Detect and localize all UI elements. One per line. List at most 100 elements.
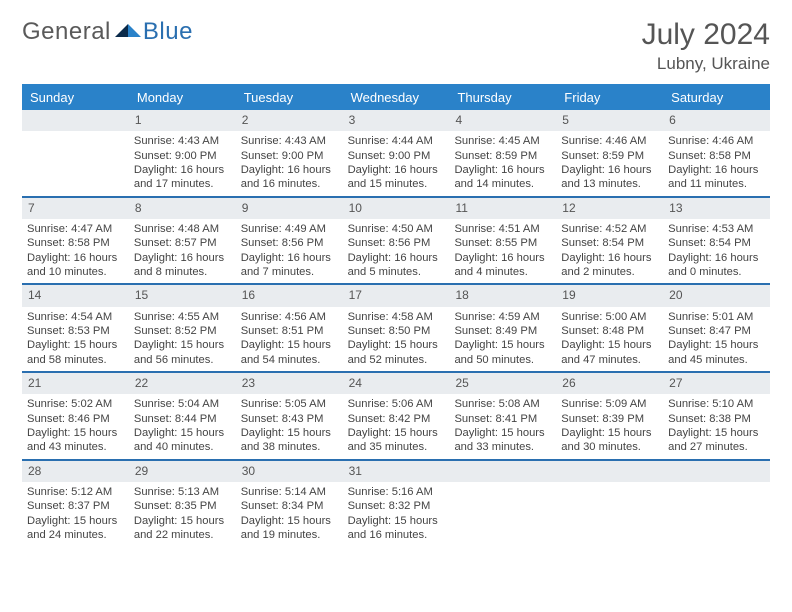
day-details: Sunrise: 5:01 AMSunset: 8:47 PMDaylight:…: [663, 307, 770, 371]
day-cell: 11Sunrise: 4:51 AMSunset: 8:55 PMDayligh…: [449, 198, 556, 284]
sunset-text: Sunset: 8:43 PM: [241, 412, 338, 426]
daylight-text: Daylight: 16 hours and 15 minutes.: [348, 163, 445, 192]
day-cell: [22, 110, 129, 196]
sunset-text: Sunset: 8:35 PM: [134, 499, 231, 513]
daylight-text: Daylight: 16 hours and 0 minutes.: [668, 251, 765, 280]
daylight-text: Daylight: 16 hours and 10 minutes.: [27, 251, 124, 280]
sunrise-text: Sunrise: 4:46 AM: [668, 134, 765, 148]
sunrise-text: Sunrise: 4:49 AM: [241, 222, 338, 236]
day-details: Sunrise: 4:43 AMSunset: 9:00 PMDaylight:…: [129, 131, 236, 195]
day-number: 1: [129, 110, 236, 131]
day-cell: 13Sunrise: 4:53 AMSunset: 8:54 PMDayligh…: [663, 198, 770, 284]
day-details: Sunrise: 4:53 AMSunset: 8:54 PMDaylight:…: [663, 219, 770, 283]
sunrise-text: Sunrise: 4:43 AM: [241, 134, 338, 148]
day-number: [556, 461, 663, 482]
header-right: July 2024 Lubny, Ukraine: [642, 18, 770, 74]
sunrise-text: Sunrise: 5:08 AM: [454, 397, 551, 411]
day-details: Sunrise: 5:14 AMSunset: 8:34 PMDaylight:…: [236, 482, 343, 546]
sunset-text: Sunset: 8:42 PM: [348, 412, 445, 426]
sunrise-text: Sunrise: 5:01 AM: [668, 310, 765, 324]
day-cell: 24Sunrise: 5:06 AMSunset: 8:42 PMDayligh…: [343, 373, 450, 459]
daylight-text: Daylight: 15 hours and 24 minutes.: [27, 514, 124, 543]
sunset-text: Sunset: 8:59 PM: [561, 149, 658, 163]
day-number: 30: [236, 461, 343, 482]
weekday-header-row: Sunday Monday Tuesday Wednesday Thursday…: [22, 84, 770, 110]
week-row: 1Sunrise: 4:43 AMSunset: 9:00 PMDaylight…: [22, 110, 770, 196]
day-cell: 3Sunrise: 4:44 AMSunset: 9:00 PMDaylight…: [343, 110, 450, 196]
day-details: [556, 482, 663, 489]
sunset-text: Sunset: 8:54 PM: [668, 236, 765, 250]
day-cell: 15Sunrise: 4:55 AMSunset: 8:52 PMDayligh…: [129, 285, 236, 371]
sunset-text: Sunset: 8:52 PM: [134, 324, 231, 338]
day-details: Sunrise: 4:54 AMSunset: 8:53 PMDaylight:…: [22, 307, 129, 371]
day-cell: 10Sunrise: 4:50 AMSunset: 8:56 PMDayligh…: [343, 198, 450, 284]
day-number: 28: [22, 461, 129, 482]
weekday-header: Friday: [556, 84, 663, 110]
day-number: 2: [236, 110, 343, 131]
day-details: Sunrise: 4:43 AMSunset: 9:00 PMDaylight:…: [236, 131, 343, 195]
day-details: Sunrise: 4:47 AMSunset: 8:58 PMDaylight:…: [22, 219, 129, 283]
day-number: 31: [343, 461, 450, 482]
day-number: 17: [343, 285, 450, 306]
day-details: Sunrise: 4:48 AMSunset: 8:57 PMDaylight:…: [129, 219, 236, 283]
month-title: July 2024: [642, 18, 770, 52]
sunrise-text: Sunrise: 4:47 AM: [27, 222, 124, 236]
day-cell: [663, 461, 770, 547]
day-cell: 17Sunrise: 4:58 AMSunset: 8:50 PMDayligh…: [343, 285, 450, 371]
sunset-text: Sunset: 8:57 PM: [134, 236, 231, 250]
daylight-text: Daylight: 15 hours and 43 minutes.: [27, 426, 124, 455]
daylight-text: Daylight: 15 hours and 50 minutes.: [454, 338, 551, 367]
day-details: Sunrise: 4:46 AMSunset: 8:58 PMDaylight:…: [663, 131, 770, 195]
daylight-text: Daylight: 15 hours and 38 minutes.: [241, 426, 338, 455]
daylight-text: Daylight: 16 hours and 2 minutes.: [561, 251, 658, 280]
daylight-text: Daylight: 16 hours and 14 minutes.: [454, 163, 551, 192]
daylight-text: Daylight: 15 hours and 19 minutes.: [241, 514, 338, 543]
day-cell: 2Sunrise: 4:43 AMSunset: 9:00 PMDaylight…: [236, 110, 343, 196]
day-cell: [449, 461, 556, 547]
day-details: Sunrise: 5:13 AMSunset: 8:35 PMDaylight:…: [129, 482, 236, 546]
weeks-container: 1Sunrise: 4:43 AMSunset: 9:00 PMDaylight…: [22, 110, 770, 546]
day-number: 18: [449, 285, 556, 306]
sunset-text: Sunset: 8:44 PM: [134, 412, 231, 426]
day-details: Sunrise: 4:59 AMSunset: 8:49 PMDaylight:…: [449, 307, 556, 371]
weekday-header: Saturday: [663, 84, 770, 110]
daylight-text: Daylight: 16 hours and 17 minutes.: [134, 163, 231, 192]
daylight-text: Daylight: 15 hours and 35 minutes.: [348, 426, 445, 455]
day-cell: [556, 461, 663, 547]
day-details: Sunrise: 4:44 AMSunset: 9:00 PMDaylight:…: [343, 131, 450, 195]
day-number: 11: [449, 198, 556, 219]
sunrise-text: Sunrise: 5:04 AM: [134, 397, 231, 411]
day-number: 19: [556, 285, 663, 306]
day-cell: 5Sunrise: 4:46 AMSunset: 8:59 PMDaylight…: [556, 110, 663, 196]
daylight-text: Daylight: 15 hours and 56 minutes.: [134, 338, 231, 367]
sunrise-text: Sunrise: 4:53 AM: [668, 222, 765, 236]
day-details: Sunrise: 5:00 AMSunset: 8:48 PMDaylight:…: [556, 307, 663, 371]
sunset-text: Sunset: 8:37 PM: [27, 499, 124, 513]
day-details: Sunrise: 5:08 AMSunset: 8:41 PMDaylight:…: [449, 394, 556, 458]
sunset-text: Sunset: 8:58 PM: [27, 236, 124, 250]
week-row: 21Sunrise: 5:02 AMSunset: 8:46 PMDayligh…: [22, 371, 770, 459]
header-row: General Blue July 2024 Lubny, Ukraine: [22, 18, 770, 74]
day-cell: 21Sunrise: 5:02 AMSunset: 8:46 PMDayligh…: [22, 373, 129, 459]
sunrise-text: Sunrise: 4:55 AM: [134, 310, 231, 324]
sunset-text: Sunset: 8:48 PM: [561, 324, 658, 338]
day-cell: 12Sunrise: 4:52 AMSunset: 8:54 PMDayligh…: [556, 198, 663, 284]
daylight-text: Daylight: 16 hours and 16 minutes.: [241, 163, 338, 192]
weekday-header: Thursday: [449, 84, 556, 110]
day-number: 26: [556, 373, 663, 394]
day-number: 21: [22, 373, 129, 394]
daylight-text: Daylight: 15 hours and 22 minutes.: [134, 514, 231, 543]
day-number: 12: [556, 198, 663, 219]
sunrise-text: Sunrise: 5:12 AM: [27, 485, 124, 499]
day-cell: 14Sunrise: 4:54 AMSunset: 8:53 PMDayligh…: [22, 285, 129, 371]
day-details: Sunrise: 5:09 AMSunset: 8:39 PMDaylight:…: [556, 394, 663, 458]
sunset-text: Sunset: 8:39 PM: [561, 412, 658, 426]
sunset-text: Sunset: 8:32 PM: [348, 499, 445, 513]
daylight-text: Daylight: 16 hours and 11 minutes.: [668, 163, 765, 192]
sunset-text: Sunset: 8:56 PM: [348, 236, 445, 250]
day-number: 20: [663, 285, 770, 306]
brand-flag-icon: [115, 18, 141, 46]
daylight-text: Daylight: 15 hours and 58 minutes.: [27, 338, 124, 367]
daylight-text: Daylight: 15 hours and 30 minutes.: [561, 426, 658, 455]
sunset-text: Sunset: 8:54 PM: [561, 236, 658, 250]
